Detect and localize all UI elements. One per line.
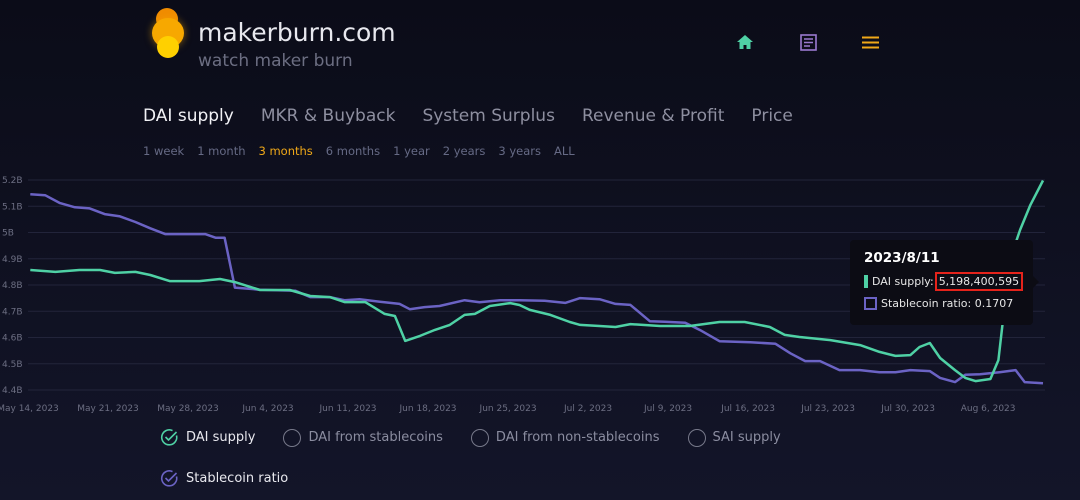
x-tick-label: Jun 18, 2023 [399, 404, 457, 414]
home-icon [737, 35, 753, 49]
tab-system-surplus[interactable]: System Surplus [422, 106, 555, 126]
check-circle-icon [160, 429, 178, 446]
y-tick-label: 5B [2, 229, 14, 239]
document-icon [799, 33, 817, 51]
x-tick-label: May 28, 2023 [157, 404, 219, 414]
x-tick-label: Jul 23, 2023 [800, 404, 855, 414]
home-button[interactable] [725, 22, 765, 62]
dai-swatch [864, 275, 868, 288]
x-tick-label: Aug 6, 2023 [961, 404, 1016, 414]
range-1-month[interactable]: 1 month [197, 144, 246, 158]
range-3-years[interactable]: 3 years [498, 144, 541, 158]
legend-label: Stablecoin ratio [186, 471, 289, 486]
tab-revenue-profit[interactable]: Revenue & Profit [581, 106, 725, 126]
range-1-week[interactable]: 1 week [143, 144, 185, 158]
circle-icon [687, 428, 706, 447]
circle-icon [283, 428, 302, 447]
y-tick-label: 4.4B [2, 386, 23, 396]
x-tick-label: May 14, 2023 [0, 404, 59, 414]
x-tick-label: Jun 11, 2023 [319, 404, 377, 414]
x-tick-label: Jul 2, 2023 [563, 404, 612, 414]
x-tick-label: Jun 4, 2023 [241, 404, 293, 414]
brand-name[interactable]: makerburn.com [198, 18, 396, 47]
range-all[interactable]: ALL [553, 144, 575, 158]
y-tick-label: 4.5B [2, 360, 23, 370]
chart-legend: DAI supply DAI from stablecoins DAI from… [160, 428, 860, 488]
menu-icon [861, 36, 879, 48]
x-tick-label: Jul 9, 2023 [643, 404, 692, 414]
section-tabs: DAI supply MKR & Buyback System Surplus … [143, 106, 793, 126]
tab-mkr-buyback[interactable]: MKR & Buyback [260, 106, 396, 126]
y-tick-label: 5.2B [2, 176, 23, 186]
circle-icon [470, 428, 489, 447]
y-tick-label: 5.1B [2, 202, 23, 212]
legend-dai-supply[interactable]: DAI supply [160, 428, 255, 447]
tagline: watch maker burn [198, 51, 353, 71]
legend-label: DAI supply [186, 430, 256, 445]
range-3-months[interactable]: 3 months [258, 144, 313, 158]
y-tick-label: 4.8B [2, 281, 23, 291]
logo [150, 8, 186, 60]
y-tick-label: 4.6B [2, 334, 23, 344]
tab-price[interactable]: Price [751, 106, 793, 126]
docs-button[interactable] [788, 22, 828, 62]
range-2-years[interactable]: 2 years [442, 144, 486, 158]
legend-label: DAI from stablecoins [308, 430, 443, 445]
legend-sai-supply[interactable]: SAI supply [687, 428, 781, 447]
tooltip-dai-label: DAI supply: [872, 275, 934, 288]
range-1-year[interactable]: 1 year [393, 144, 430, 158]
ratio-swatch [864, 297, 877, 310]
series-line-dai-supply [30, 179, 1045, 383]
y-tick-label: 4.7B [2, 307, 23, 317]
menu-button[interactable] [850, 22, 890, 62]
x-tick-label: Jul 30, 2023 [880, 404, 935, 414]
x-tick-label: Jun 25, 2023 [479, 404, 537, 414]
check-circle-icon [160, 470, 178, 487]
legend-label: SAI supply [712, 430, 781, 445]
range-6-months[interactable]: 6 months [325, 144, 381, 158]
time-range-selector: 1 week 1 month 3 months 6 months 1 year … [143, 144, 575, 158]
tooltip-ratio: Stablecoin ratio: 0.1707 [881, 297, 1014, 310]
x-tick-label: May 21, 2023 [77, 404, 139, 414]
dai-supply-chart[interactable]: 4.4B 4.5B 4.6B 4.7B 4.8B 4.9B 5B 5.1B 5.2B May 14… [0, 170, 1080, 420]
tooltip-dai-row: DAI supply: 5,198,400,595 [864, 272, 1024, 291]
legend-dai-from-stablecoins[interactable]: DAI from stablecoins [283, 428, 443, 447]
tooltip-date: 2023/8/11 [864, 250, 940, 266]
legend-dai-from-non-stablecoins[interactable]: DAI from non-stablecoins [470, 428, 660, 447]
y-tick-label: 4.9B [2, 255, 23, 265]
tooltip-dai-value: 5,198,400,595 [934, 272, 1024, 291]
chart-tooltip: 2023/8/11 DAI supply: 5,198,400,595 Stab… [850, 240, 1039, 325]
legend-label: DAI from non-stablecoins [495, 430, 660, 445]
tab-dai-supply[interactable]: DAI supply [143, 106, 234, 126]
legend-stablecoin-ratio[interactable]: Stablecoin ratio [160, 469, 288, 488]
tooltip-ratio-row: Stablecoin ratio: 0.1707 [864, 297, 1019, 310]
x-tick-label: Jul 16, 2023 [720, 404, 775, 414]
